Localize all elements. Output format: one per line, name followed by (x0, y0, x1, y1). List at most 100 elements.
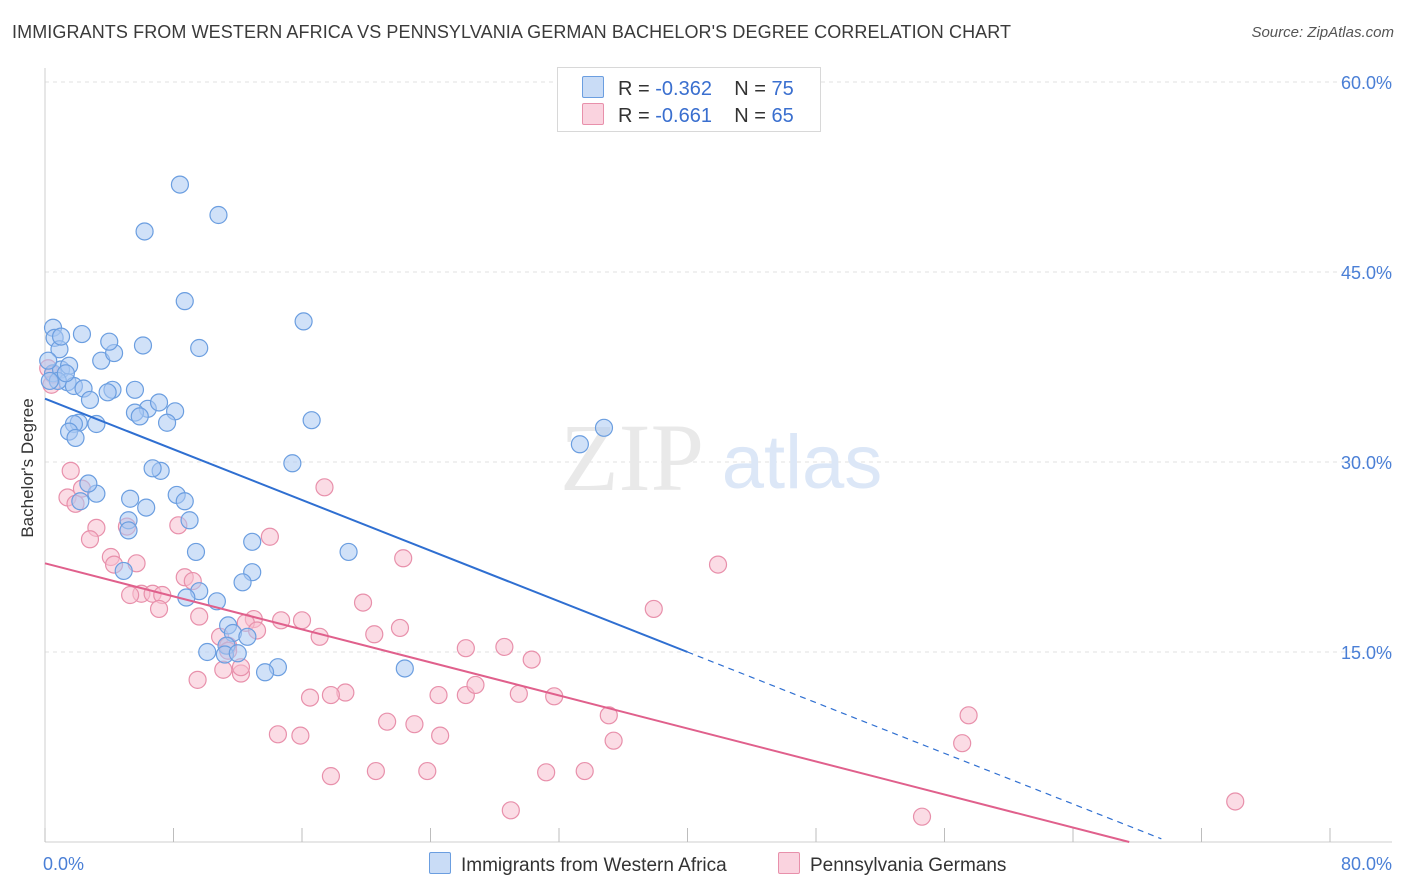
blue-point (294, 312, 313, 331)
chart-title: IMMIGRANTS FROM WESTERN AFRICA VS PENNSY… (12, 22, 1012, 42)
pink-point (953, 734, 972, 753)
blue-point (71, 492, 90, 511)
pink-point (188, 670, 207, 689)
bottom-legend-label-blue: Immigrants from Western Africa (461, 855, 727, 876)
legend-swatch-pink (582, 103, 604, 125)
blue-point (56, 364, 75, 383)
blue-point (157, 413, 177, 432)
legend-row-blue: R = -0.362 N = 75 (582, 76, 794, 100)
pink-point (61, 461, 80, 480)
pink-point (315, 478, 334, 497)
pink-point (365, 625, 384, 644)
axes (44, 68, 1392, 843)
pink-point (321, 767, 341, 786)
pink-point (121, 585, 140, 605)
pink-point (291, 726, 310, 745)
x-tick-label-max: 80.0% (1341, 854, 1392, 874)
legend-row-pink: R = -0.661 N = 65 (582, 103, 794, 127)
pink-point (378, 712, 397, 731)
y-tick-label: 45.0% (1341, 263, 1392, 283)
pink-point (390, 618, 410, 638)
blue-point (198, 642, 217, 662)
blue-point (570, 435, 589, 454)
blue-point (137, 498, 156, 517)
y-tick-label: 60.0% (1341, 73, 1392, 93)
pink-point (501, 801, 520, 820)
blue-point (121, 489, 140, 508)
blue-point (133, 336, 153, 355)
legend-n-label: N = (734, 78, 766, 100)
bottom-legend-swatch-pink (778, 852, 800, 874)
blue-point (80, 390, 100, 410)
blue-point (149, 393, 169, 412)
pink-point (418, 761, 437, 781)
blue-point (125, 380, 145, 399)
blue-point (233, 573, 252, 592)
tick-labels: 15.0% 30.0% 45.0% 60.0% 0.0% 80.0% (43, 73, 1392, 874)
blue-point (119, 521, 138, 540)
blue-point (170, 175, 190, 194)
blue-point (395, 659, 414, 678)
y-tick-label: 30.0% (1341, 453, 1392, 473)
legend-n-value-pink: 65 (771, 105, 794, 127)
pink-point (537, 763, 556, 782)
blue-point (40, 371, 59, 391)
legend-r-label: R = (618, 78, 650, 100)
pink-point (599, 706, 618, 725)
bottom-legend-pink: Pennsylvania Germans (778, 852, 1006, 877)
pink-point (268, 725, 288, 744)
pink-point (149, 599, 169, 619)
blue-point (79, 474, 98, 493)
watermark-zip: ZIP (560, 404, 704, 511)
y-tick-label: 15.0% (1341, 643, 1392, 663)
pink-point (321, 685, 341, 705)
pink-point (644, 599, 663, 619)
bottom-legend-blue: Immigrants from Western Africa (429, 852, 727, 877)
trend-line-blue-extension (687, 651, 1162, 840)
x-tick-label-min: 0.0% (43, 854, 84, 874)
legend-swatch-blue (582, 76, 604, 98)
blue-point (238, 627, 257, 646)
blue-point (283, 454, 302, 473)
watermark-atlas: atlas (722, 420, 883, 505)
pink-point (456, 639, 475, 658)
blue-point (243, 532, 262, 551)
pink-point (214, 660, 233, 679)
blue-point (255, 663, 275, 682)
blue-point (135, 222, 154, 241)
blue-point (100, 332, 119, 351)
pink-point (394, 549, 413, 568)
blue-point (339, 542, 358, 562)
blue-point (180, 511, 199, 530)
trend-line-blue (44, 397, 688, 653)
pink-point (495, 637, 514, 657)
pink-point (353, 593, 373, 612)
pink-point (522, 650, 541, 669)
y-axis-label: Bachelor's Degree (18, 398, 37, 538)
pink-point (708, 555, 728, 574)
pink-point (80, 530, 100, 549)
legend-n-label: N = (734, 105, 766, 127)
blue-point (594, 418, 614, 437)
blue-point (143, 459, 162, 478)
pink-point (300, 688, 320, 707)
pink-point (260, 527, 279, 546)
bottom-legend-swatch-blue (429, 852, 451, 874)
pink-point (604, 731, 623, 750)
trend-line-pink (44, 562, 1130, 843)
blue-point (175, 292, 194, 311)
legend-r-value-pink: -0.661 (655, 105, 712, 127)
legend-r-label: R = (618, 105, 650, 127)
legend-n-value-blue: 75 (771, 78, 794, 100)
blue-point (228, 644, 247, 663)
blue-point (302, 411, 321, 430)
pink-point (912, 807, 932, 826)
pink-point (575, 761, 594, 781)
blue-point (186, 542, 206, 562)
bottom-legend-label-pink: Pennsylvania Germans (810, 855, 1007, 876)
pink-series-points (39, 359, 1245, 826)
pink-point (1226, 792, 1245, 811)
watermark: ZIP atlas (560, 404, 882, 511)
pink-point (429, 685, 448, 705)
